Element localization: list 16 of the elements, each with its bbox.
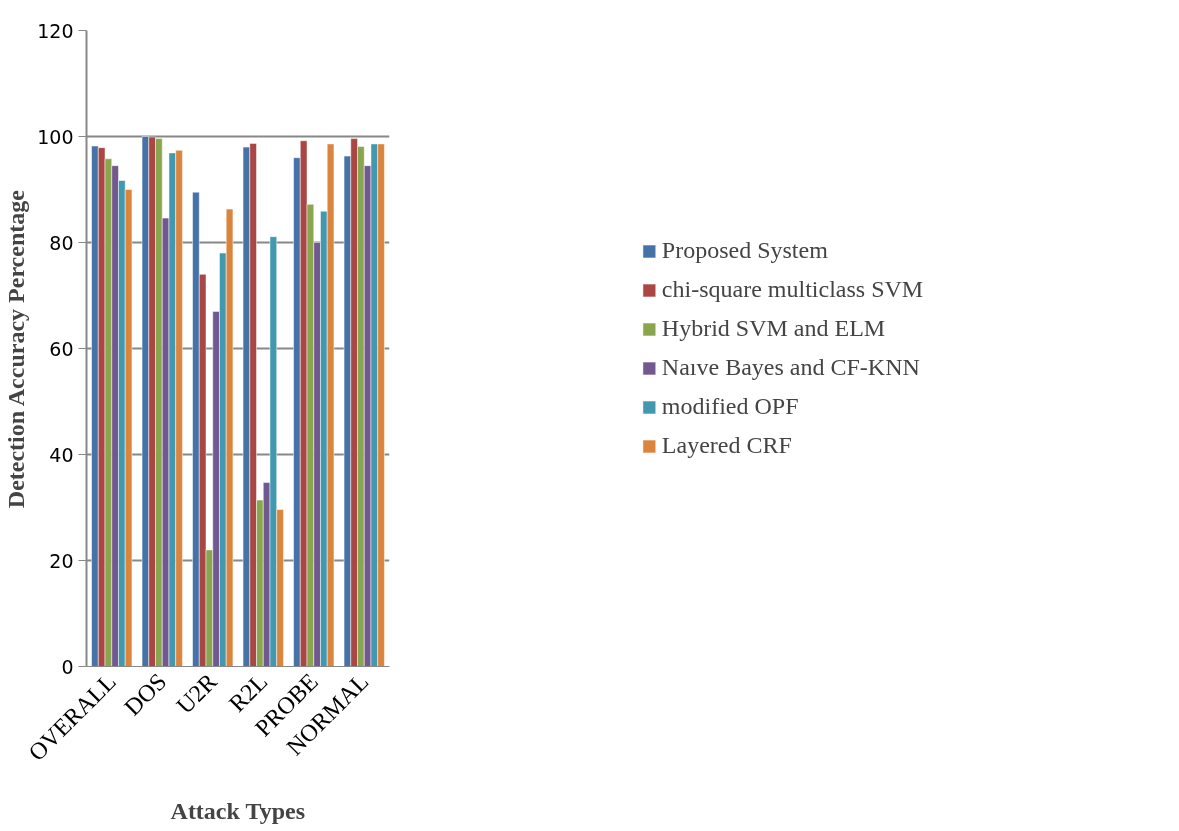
x-axis-title: Attack Types — [170, 798, 306, 825]
legend-label: Naıve Bayes and CF-KNN — [661, 354, 920, 381]
legend-label: Layered CRF — [661, 432, 792, 459]
legend-label: modified OPF — [661, 393, 799, 420]
legend-label: chi-square multiclass SVM — [661, 276, 924, 303]
legend-label: Hybrid SVM and ELM — [661, 315, 886, 342]
y-tick-label: 0 — [61, 655, 74, 678]
legend-label: Proposed System — [661, 237, 828, 264]
x-tick-label: U2R — [171, 668, 222, 719]
y-tick-label: 20 — [49, 549, 74, 572]
y-tick-label: 80 — [49, 231, 74, 254]
y-tick-label: 60 — [49, 337, 74, 360]
y-tick-label: 40 — [49, 443, 74, 466]
y-axis-title: Detection Accuracy Percentage — [3, 189, 30, 509]
y-tick-label: 120 — [37, 19, 74, 42]
y-tick-label: 100 — [37, 125, 74, 148]
